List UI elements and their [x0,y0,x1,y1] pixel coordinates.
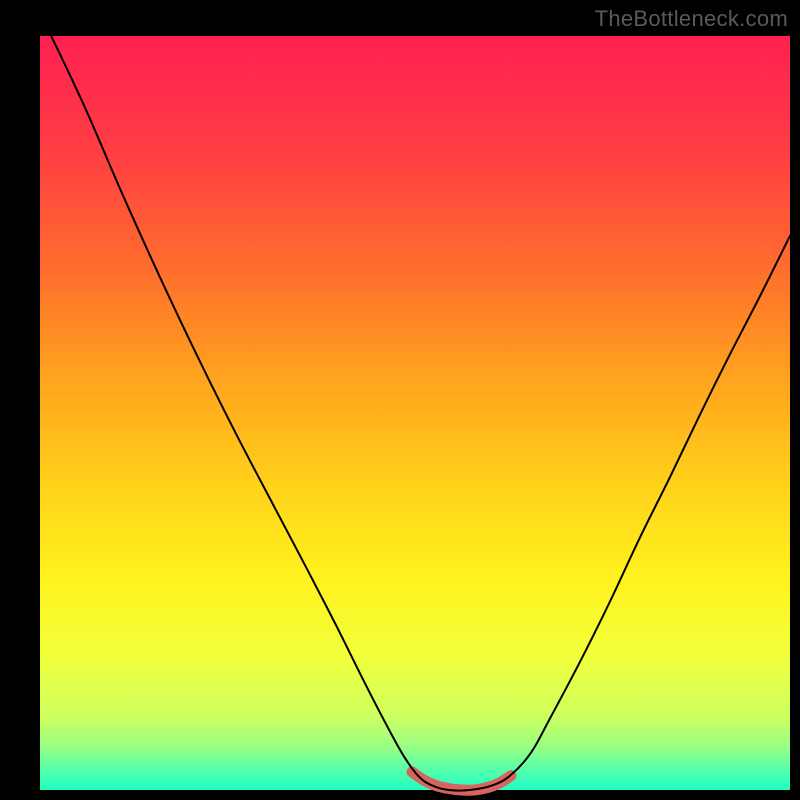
chart-stage: TheBottleneck.com [0,0,800,800]
plot-background [40,36,790,790]
watermark-text: TheBottleneck.com [595,6,788,32]
bottleneck-curve-chart [0,0,800,800]
